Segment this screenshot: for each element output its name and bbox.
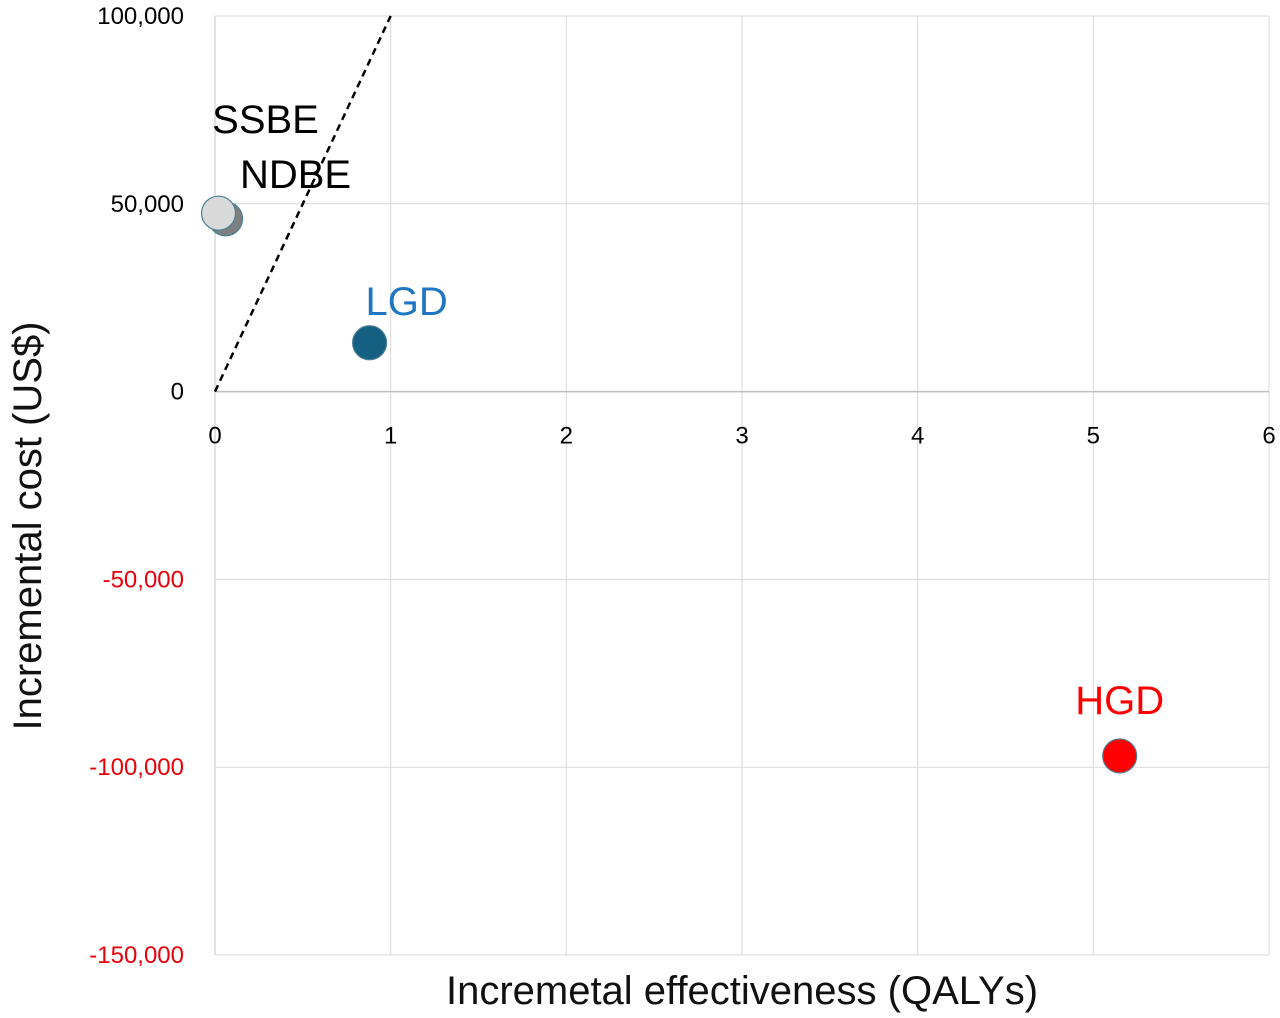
axes [214, 16, 1269, 955]
y-tick-label: -100,000 [89, 754, 184, 781]
label-lgd: LGD [365, 280, 447, 324]
point-ssbe [200, 195, 237, 231]
willingness-to-pay-threshold [213, 15, 392, 393]
label-ndbe: NDBE [240, 153, 351, 197]
y-axis-title: Incremental cost (US$) [6, 321, 50, 730]
x-axis-title: Incremetal effectiveness (QALYs) [446, 969, 1038, 1013]
x-tick-labels: 0 1 2 3 4 5 6 [208, 423, 1275, 450]
x-tick-label: 6 [1262, 423, 1275, 450]
x-tick-label: 2 [560, 423, 573, 450]
x-tick-label: 5 [1087, 423, 1100, 450]
y-tick-label: 100,000 [97, 3, 184, 30]
label-hgd: HGD [1075, 679, 1164, 723]
data-points [200, 195, 1138, 774]
point-hgd [1102, 738, 1138, 774]
x-tick-label: 1 [384, 423, 397, 450]
x-tick-label: 0 [208, 423, 221, 450]
y-tick-label: -150,000 [89, 942, 184, 969]
x-tick-label: 3 [735, 423, 748, 450]
point-labels: NDBE SSBE LGD HGD [212, 98, 1164, 723]
vertical-gridlines [390, 16, 1270, 955]
threshold-line [213, 15, 392, 393]
point-lgd [351, 325, 388, 361]
y-tick-label: 0 [171, 379, 184, 406]
y-tick-label: 50,000 [111, 191, 184, 218]
y-tick-labels: 100,000 50,000 0 -50,000 -100,000 -150,000 [89, 3, 184, 969]
label-ssbe: SSBE [212, 98, 319, 142]
x-tick-label: 4 [911, 423, 924, 450]
y-tick-label: -50,000 [103, 566, 184, 593]
